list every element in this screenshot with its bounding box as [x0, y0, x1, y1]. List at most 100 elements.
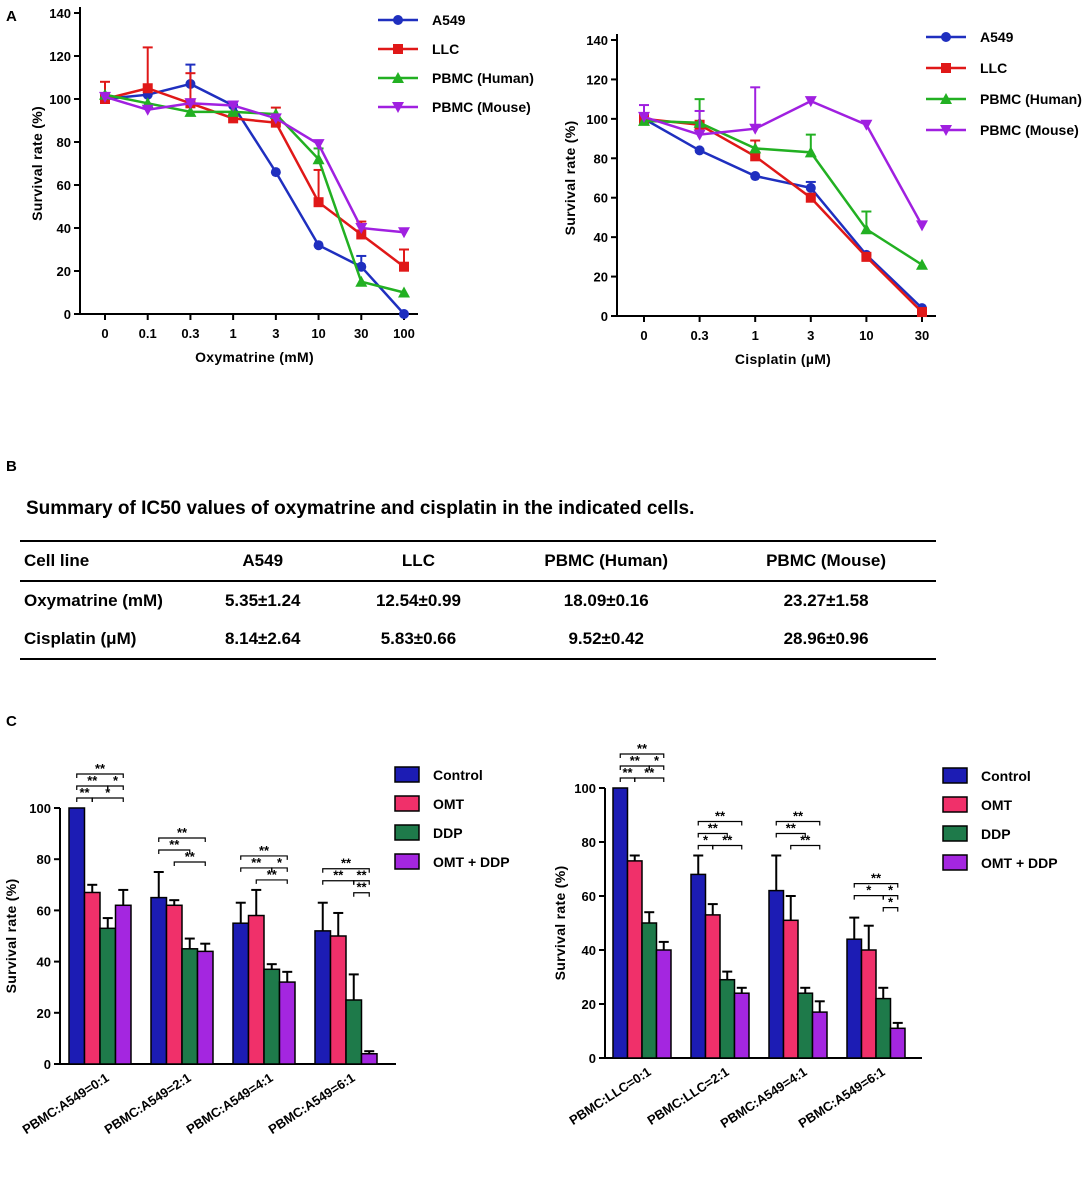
significance-bracket: [91, 797, 124, 802]
bar-omt-ddp: [733, 992, 750, 1059]
x-tick-label: PBMC:LLC=0:1: [566, 1064, 653, 1128]
significance-label: **: [87, 773, 98, 788]
legend-swatch: [394, 766, 420, 783]
bar-omt-ddp: [655, 949, 672, 1059]
legend-marker: [393, 44, 403, 54]
significance-bracket: [790, 844, 821, 850]
data-point-pbmc-mouse: [269, 113, 282, 125]
x-tick-label: PBMC:A549=4:1: [184, 1070, 276, 1137]
bar-omt: [247, 914, 265, 1065]
significance-label: **: [715, 809, 726, 824]
legend-label: OMT: [981, 797, 1013, 813]
bar-ddp: [875, 997, 892, 1059]
significance-label: **: [871, 871, 882, 886]
data-point-llc: [750, 151, 761, 162]
y-tick-label: 140: [586, 33, 608, 48]
y-tick-label: 40: [57, 221, 71, 236]
bar-ddp: [345, 999, 363, 1065]
series-line-a549: [643, 117, 923, 310]
significance-label: **: [722, 833, 733, 848]
data-point-pbmc-mouse: [638, 111, 650, 123]
significance-label: **: [169, 837, 180, 852]
data-point-llc: [356, 229, 367, 240]
data-point-llc: [142, 83, 153, 94]
legend-label: OMT + DDP: [433, 854, 510, 870]
significance-label: **: [800, 833, 811, 848]
legend-label: Control: [981, 768, 1031, 784]
table-row: Cisplatin (μM) 8.14±2.64 5.83±0.66 9.52±…: [20, 620, 936, 659]
y-tick-label: 20: [582, 997, 596, 1012]
legend-label: LLC: [432, 41, 459, 57]
data-point-pbmc-mouse: [227, 100, 240, 112]
significance-label: **: [251, 855, 262, 870]
legend-swatch: [942, 825, 968, 842]
table-cell: 28.96±0.96: [783, 629, 869, 648]
significance-bracket: [697, 820, 743, 826]
significance-label: **: [644, 765, 655, 780]
bar-omt: [782, 919, 799, 1059]
y-tick-label: 100: [586, 112, 608, 127]
bar-ddp: [263, 968, 281, 1065]
x-tick-label: 0: [101, 326, 108, 341]
data-point-llc: [313, 197, 324, 208]
row-label: Oxymatrine (mM): [24, 591, 163, 610]
legend-label: PBMC (Human): [980, 91, 1082, 107]
significance-bracket: [882, 906, 899, 912]
x-tick-label: PBMC:A549=6:1: [796, 1064, 888, 1131]
y-tick-label: 120: [49, 49, 71, 64]
bar-control: [150, 896, 168, 1065]
significance-label: **: [793, 809, 804, 824]
data-point-pbmc-mouse: [693, 129, 706, 141]
significance-label: **: [622, 765, 633, 780]
significance-bracket: [255, 879, 288, 884]
legend-swatch: [942, 796, 968, 813]
ic50-table-title: Summary of IC50 values of oxymatrine and…: [26, 498, 695, 519]
y-tick-label: 120: [586, 72, 608, 87]
row-label: Cisplatin (μM): [24, 629, 137, 648]
x-tick-label: 10: [859, 328, 873, 343]
header-pbmc-human: PBMC (Human): [544, 551, 669, 570]
significance-bracket: [634, 777, 665, 782]
series-line-a549: [104, 82, 405, 315]
table-cell: 5.83±0.66: [380, 629, 457, 648]
significance-label: *: [654, 753, 660, 768]
data-point-a549: [399, 309, 409, 319]
bar-omt: [704, 914, 721, 1059]
legend-marker: [940, 125, 952, 136]
data-point-llc: [805, 192, 816, 203]
legend-swatch: [394, 795, 420, 812]
significance-bracket: [697, 832, 728, 838]
bar-control: [232, 922, 250, 1065]
y-tick-label: 140: [49, 6, 71, 21]
data-point-a549: [805, 182, 816, 193]
significance-label: **: [177, 825, 188, 840]
bar-control: [846, 938, 863, 1059]
bar-omt-ddp: [811, 1011, 828, 1059]
legend-label: PBMC (Mouse): [432, 99, 531, 115]
y-tick-label: 0: [64, 307, 71, 322]
series-line-pbmc-mouse: [643, 99, 924, 226]
significance-label: **: [267, 867, 278, 882]
bar-omt: [165, 904, 183, 1065]
x-tick-label: 1: [230, 326, 237, 341]
table-cell: 8.14±2.64: [224, 629, 301, 648]
y-tick-label: 80: [37, 852, 51, 867]
x-tick-label: 1: [752, 328, 759, 343]
significance-bracket: [353, 892, 370, 897]
data-point-pbmc-mouse: [860, 119, 873, 131]
x-axis-title: Cisplatin (µM): [735, 351, 831, 367]
bar-ddp: [99, 927, 117, 1065]
x-tick-label: 30: [354, 326, 368, 341]
data-point-pbmc-human: [804, 146, 817, 158]
significance-bracket: [271, 867, 288, 872]
y-tick-label: 80: [594, 151, 608, 166]
x-tick-label: 3: [272, 326, 279, 341]
y-tick-label: 40: [37, 955, 51, 970]
x-axis-title: Oxymatrine (mM): [195, 349, 314, 365]
series-line-pbmc-human: [643, 119, 923, 266]
bar-ddp: [719, 978, 736, 1059]
data-point-pbmc-mouse: [804, 96, 817, 108]
data-point-pbmc-mouse: [99, 91, 111, 103]
legend-label: LLC: [980, 60, 1007, 76]
legend-label: A549: [432, 12, 466, 28]
